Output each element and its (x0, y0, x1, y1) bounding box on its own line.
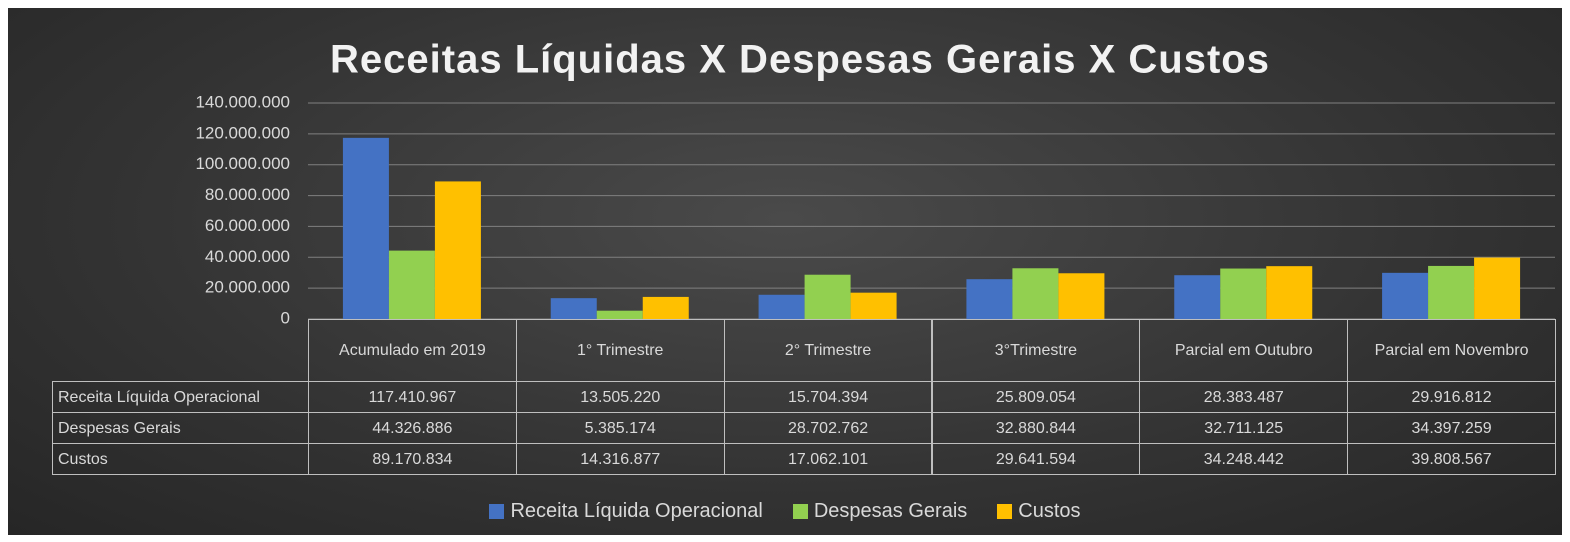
y-tick-label: 100.000.000 (195, 154, 290, 173)
value-cell: 17.062.101 (723, 443, 933, 475)
value-cell: 14.316.877 (515, 443, 725, 475)
bar (1428, 265, 1475, 319)
value-cell: 34.397.259 (1347, 412, 1556, 444)
series-label-cell: Receita Líquida Operacional (52, 381, 309, 413)
legend-item: Despesas Gerais (792, 497, 968, 525)
bar (850, 292, 897, 319)
bar (550, 298, 597, 319)
value-cell: 34.248.442 (1139, 443, 1349, 475)
y-tick-label: 140.000.000 (195, 92, 290, 111)
bar (434, 181, 481, 319)
y-tick-label: 40.000.000 (205, 247, 290, 266)
legend-swatch (489, 503, 505, 519)
y-tick-label: 120.000.000 (195, 123, 290, 142)
value-cell: 13.505.220 (515, 381, 725, 413)
legend-item: Receita Líquida Operacional (489, 497, 763, 525)
bar (1174, 275, 1221, 319)
legend-label: Custos (1018, 499, 1081, 522)
bar (388, 250, 435, 319)
bar (1012, 268, 1059, 319)
value-cell: 39.808.567 (1347, 443, 1556, 475)
y-tick-label: 0 (281, 308, 290, 327)
category-cell: Parcial em Novembro (1347, 319, 1556, 382)
bar (596, 310, 643, 319)
value-cell: 89.170.834 (308, 443, 517, 475)
legend-item: Custos (997, 497, 1081, 525)
legend-label: Receita Líquida Operacional (510, 499, 763, 522)
value-cell: 28.383.487 (1139, 381, 1349, 413)
value-cell: 29.641.594 (931, 443, 1141, 475)
legend-swatch (792, 503, 808, 519)
bar (804, 274, 851, 319)
legend: Receita Líquida Operacional Despesas Gera… (0, 497, 1570, 525)
value-cell: 32.711.125 (1139, 412, 1349, 444)
value-cell: 117.410.967 (308, 381, 517, 413)
legend-label: Despesas Gerais (813, 499, 968, 522)
bar (758, 294, 805, 319)
value-cell: 44.326.886 (308, 412, 517, 444)
value-cell: 28.702.762 (723, 412, 933, 444)
bar (342, 137, 389, 319)
category-cell: 1° Trimestre (515, 319, 725, 382)
bar (1382, 272, 1429, 319)
y-tick-label: 20.000.000 (205, 278, 290, 297)
bar (1058, 273, 1105, 319)
chart-title: Receitas Líquidas X Despesas Gerais X Cu… (330, 38, 1270, 82)
value-cell: 29.916.812 (1347, 381, 1556, 413)
series-label-cell: Custos (52, 443, 309, 475)
category-cell: Parcial em Outubro (1139, 319, 1349, 382)
y-tick-label: 80.000.000 (205, 185, 290, 204)
bar (1266, 266, 1313, 319)
bar (966, 279, 1013, 319)
category-cell: Acumulado em 2019 (308, 319, 517, 382)
bar (1474, 257, 1521, 319)
category-cell: 2° Trimestre (723, 319, 933, 382)
value-cell: 32.880.844 (931, 412, 1141, 444)
series-label-cell: Despesas Gerais (52, 412, 309, 444)
bar (1220, 268, 1267, 319)
legend-swatch (997, 503, 1013, 519)
value-cell: 5.385.174 (515, 412, 725, 444)
bar (642, 296, 689, 319)
y-tick-label: 60.000.000 (205, 216, 290, 235)
value-cell: 15.704.394 (723, 381, 933, 413)
value-cell: 25.809.054 (931, 381, 1141, 413)
category-cell: 3°Trimestre (931, 319, 1141, 382)
